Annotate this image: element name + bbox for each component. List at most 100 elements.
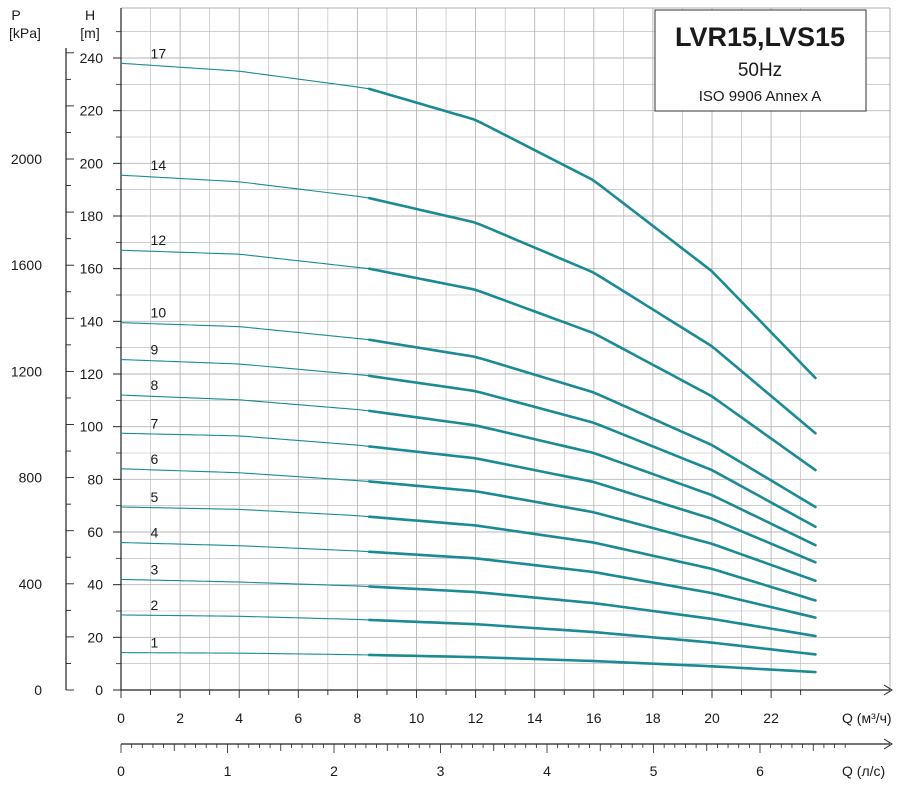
curve-label-12: 12 (151, 232, 167, 248)
head-tick-label: 220 (80, 103, 104, 119)
pump-curve-7 (120, 432, 817, 564)
flow-m3h-tick-label: 16 (586, 710, 602, 726)
flow-m3h-tick-label: 2 (176, 710, 184, 726)
head-tick-label: 40 (87, 577, 103, 593)
head-tick-label: 120 (80, 366, 104, 382)
curve-label-4: 4 (151, 525, 159, 541)
curve-thin-segment (120, 652, 370, 656)
curve-thin-segment (120, 322, 370, 341)
flow-m3h-tick-label: 6 (294, 710, 302, 726)
flow-ls-tick-label: 6 (756, 763, 764, 779)
curve-label-14: 14 (151, 157, 167, 173)
flow-m3h-axis-arrow (883, 684, 893, 696)
pressure-axis-unit: [kPa] (9, 25, 41, 41)
head-tick-label: 200 (80, 155, 104, 171)
curve-label-1: 1 (151, 635, 159, 651)
curve-thin-segment (120, 614, 370, 621)
flow-m3h-tick-label: 22 (763, 710, 779, 726)
pump-curve-1 (120, 652, 817, 674)
pump-curve-14 (120, 174, 817, 435)
curve-operating-segment (367, 338, 817, 509)
chart-subtitle: 50Hz (738, 60, 782, 81)
pressure-tick-label: 2000 (11, 151, 42, 167)
pump-curve-6 (120, 468, 817, 583)
head-tick-label: 20 (87, 629, 103, 645)
head-tick-label: 240 (80, 50, 104, 66)
flow-ls-axis-arrow (883, 738, 893, 750)
curve-operating-segment (367, 480, 817, 583)
pump-curve-10 (120, 322, 817, 509)
curve-operating-segment (367, 196, 817, 435)
pressure-tick-label: 1200 (11, 363, 42, 379)
head-tick-label: 0 (95, 682, 103, 698)
curve-operating-segment (367, 409, 817, 547)
curve-thin-segment (120, 62, 370, 90)
flow-ls-tick-label: 4 (543, 763, 551, 779)
flow-m3h-tick-label: 0 (117, 710, 125, 726)
flow-ls-tick-label: 5 (650, 763, 658, 779)
curve-thin-segment (120, 174, 370, 199)
curve-operating-segment (367, 445, 817, 564)
head-tick-label: 100 (80, 419, 104, 435)
curve-thin-segment (120, 578, 370, 588)
pressure-tick-label: 0 (34, 682, 42, 698)
curve-operating-segment (367, 550, 817, 619)
flow-ls-tick-label: 1 (224, 763, 232, 779)
curve-thin-segment (120, 249, 370, 270)
head-tick-label: 160 (80, 261, 104, 277)
curve-operating-segment (367, 618, 817, 656)
flow-m3h-tick-label: 4 (235, 710, 243, 726)
pressure-tick-label: 1600 (11, 257, 42, 273)
curve-thin-segment (120, 541, 370, 553)
flow-m3h-tick-label: 14 (527, 710, 543, 726)
curve-operating-segment (367, 374, 817, 529)
flow-m3h-axis-label: Q (м³/ч) (842, 710, 892, 726)
flow-m3h-tick-label: 10 (409, 710, 425, 726)
curve-label-7: 7 (151, 415, 159, 431)
head-tick-label: 80 (87, 471, 103, 487)
flow-m3h-tick-label: 18 (645, 710, 661, 726)
pressure-tick-label: 800 (19, 470, 43, 486)
flow-ls-tick-label: 3 (437, 763, 445, 779)
curve-thin-segment (120, 468, 370, 482)
curve-label-5: 5 (151, 489, 159, 505)
curve-thin-segment (120, 394, 370, 412)
curve-label-6: 6 (151, 451, 159, 467)
chart-title: LVR15,LVS15 (675, 22, 845, 52)
flow-m3h-tick-label: 12 (468, 710, 484, 726)
curve-thin-segment (120, 432, 370, 447)
title-box: LVR15,LVS15 50Hz ISO 9906 Annex A (654, 9, 867, 112)
head-axis-unit: [m] (80, 25, 99, 41)
flow-m3h-tick-label: 20 (704, 710, 720, 726)
curve-thin-segment (120, 506, 370, 518)
flow-ls-tick-label: 0 (117, 763, 125, 779)
chart-standard: ISO 9906 Annex A (699, 88, 822, 105)
series-curves (120, 62, 817, 674)
curve-label-17: 17 (151, 45, 167, 61)
head-tick-label: 60 (87, 524, 103, 540)
head-tick-label: 140 (80, 313, 104, 329)
head-tick-label: 180 (80, 208, 104, 224)
pump-curve-8 (120, 394, 817, 547)
curve-label-2: 2 (151, 597, 159, 613)
pump-curve-3 (120, 578, 817, 638)
flow-ls-axis-label: Q (л/с) (842, 763, 885, 779)
curve-label-10: 10 (151, 305, 167, 321)
curve-label-3: 3 (151, 561, 159, 577)
pressure-tick-label: 400 (19, 576, 43, 592)
curve-operating-segment (367, 585, 817, 638)
curve-operating-segment (367, 653, 817, 674)
flow-m3h-tick-label: 8 (354, 710, 362, 726)
pump-curve-4 (120, 541, 817, 619)
pump-curve-2 (120, 614, 817, 656)
axes: 0204060801001201401601802002202400400800… (11, 8, 893, 779)
curve-thin-segment (120, 358, 370, 377)
pressure-axis-label: P (11, 7, 20, 23)
curve-label-8: 8 (151, 377, 159, 393)
pump-curve-12 (120, 249, 817, 472)
head-axis-label: H (85, 7, 95, 23)
flow-ls-tick-label: 2 (330, 763, 338, 779)
